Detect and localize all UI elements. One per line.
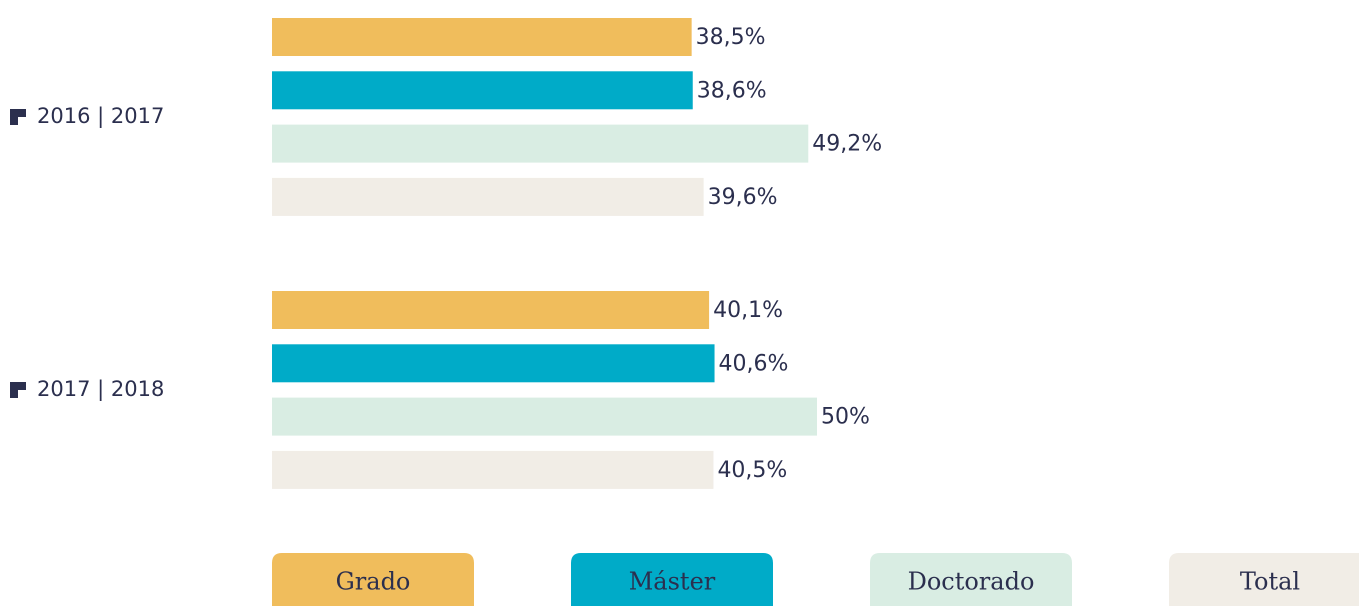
value-label: 40,1% [713,298,783,323]
value-label: 39,6% [708,185,778,210]
legend-label[interactable]: Total [1240,568,1300,596]
value-label: 38,6% [697,78,767,103]
bar [272,344,715,383]
legend-swatch[interactable] [272,553,474,606]
value-label: 49,2% [812,132,882,157]
bar [272,124,809,163]
category-label: 2016 | 2017 [37,104,164,129]
legend-swatch[interactable] [870,553,1072,606]
bar [272,71,693,110]
bar [272,450,714,489]
legend-swatch[interactable] [571,553,773,606]
bar [272,291,710,329]
legend-label[interactable]: Doctorado [908,568,1035,596]
legend-swatch[interactable] [1169,553,1359,606]
value-label: 38,5% [696,25,766,50]
value-label: 40,5% [717,458,787,483]
legend-label[interactable]: Máster [629,568,716,596]
bar [272,397,817,436]
value-label: 40,6% [719,351,789,376]
bar [272,177,704,216]
bar [272,18,692,56]
category-label: 2017 | 2018 [37,377,164,402]
value-label: 50% [821,405,870,430]
category-icon [10,381,26,398]
legend-label[interactable]: Grado [336,568,411,596]
category-icon [10,108,26,125]
